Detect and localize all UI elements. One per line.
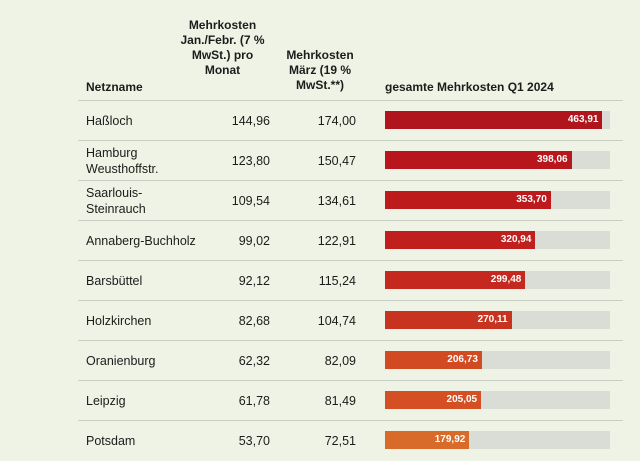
- cost-jan-feb: 99,02: [238, 234, 270, 248]
- bar: 398,06: [385, 151, 572, 169]
- cost-jan-feb: 92,12: [238, 274, 270, 288]
- cost-jan-feb: 61,78: [238, 394, 270, 408]
- bar-label: 206,73: [447, 354, 478, 365]
- table-row: Holzkirchen 82,68 104,74 270,11: [78, 300, 623, 341]
- table-row: Leipzig 61,78 81,49 205,05: [78, 380, 623, 421]
- cost-jan-feb: 109,54: [231, 194, 270, 208]
- bar-track: 398,06: [385, 151, 610, 169]
- net-name: Holzkirchen: [86, 314, 152, 328]
- net-name: Saarlouis-Steinrauch: [86, 186, 146, 216]
- bar-track: 299,48: [385, 271, 610, 289]
- cost-maerz: 81,49: [324, 394, 356, 408]
- cost-jan-feb: 144,96: [231, 114, 270, 128]
- net-name: Haßloch: [86, 114, 133, 128]
- bar-label: 463,91: [567, 114, 599, 125]
- bar-label: 353,70: [516, 194, 547, 205]
- bar-track: 270,11: [385, 311, 610, 329]
- cost-maerz: 150,47: [317, 154, 356, 168]
- column-header: Mehrkosten März (19 % MwSt.**): [286, 48, 354, 92]
- bar: 206,73: [385, 351, 482, 369]
- bar-label: 270,11: [477, 314, 508, 325]
- bar: 179,92: [385, 431, 470, 449]
- bar: 205,05: [385, 391, 482, 409]
- cost-maerz: 82,09: [324, 354, 356, 368]
- bar: 320,94: [385, 231, 536, 249]
- bar-label: 398,06: [536, 154, 568, 165]
- bar-track: 206,73: [385, 351, 610, 369]
- net-name: Barsbüttel: [86, 274, 143, 288]
- bar-track: 320,94: [385, 231, 610, 249]
- cost-maerz: 115,24: [318, 274, 356, 288]
- cost-maerz: 104,74: [317, 314, 356, 328]
- bar-label: 179,92: [434, 434, 466, 445]
- table-row: Hamburg Weusthoffstr. 123,80 150,47 398,06: [78, 140, 623, 181]
- bar: 270,11: [385, 311, 512, 329]
- column-header: gesamte Mehrkosten Q1 2024: [385, 80, 554, 94]
- cost-jan-feb: 82,68: [238, 314, 270, 328]
- table-row: Barsbüttel 92,12 115,24 299,48: [78, 260, 623, 301]
- cost-jan-feb: 53,70: [238, 434, 270, 448]
- net-name: Potsdam: [86, 434, 136, 448]
- table-row: Annaberg-Buchholz 99,02 122,91 320,94: [78, 220, 623, 261]
- bar: 299,48: [385, 271, 526, 289]
- bar-track: 353,70: [385, 191, 610, 209]
- bar-label: 205,05: [446, 394, 478, 405]
- bar: 353,70: [385, 191, 551, 209]
- column-header: Netzname: [86, 80, 143, 94]
- bar-track: 179,92: [385, 431, 610, 449]
- table-row: Potsdam 53,70 72,51 179,92: [78, 420, 623, 461]
- bar-label: 320,94: [500, 234, 532, 245]
- net-name: Leipzig: [86, 394, 126, 408]
- cost-jan-feb: 62,32: [238, 354, 270, 368]
- cost-jan-feb: 123,80: [231, 154, 270, 168]
- net-name: Annaberg-Buchholz: [86, 234, 196, 248]
- cost-maerz: 134,61: [317, 194, 356, 208]
- cost-maerz: 174,00: [317, 114, 356, 128]
- cost-maerz: 122,91: [317, 234, 356, 248]
- cost-maerz: 72,51: [324, 434, 356, 448]
- bar: 463,91: [385, 111, 603, 129]
- table-row: Haßloch 144,96 174,00 463,91: [78, 100, 623, 141]
- column-header: Mehrkosten Jan./Febr. (7 % MwSt.) pro Mo…: [180, 18, 265, 77]
- table-row: Oranienburg 62,32 82,09 206,73: [78, 340, 623, 381]
- bar-label: 299,48: [490, 274, 522, 285]
- net-name: Oranienburg: [86, 354, 156, 368]
- bar-track: 205,05: [385, 391, 610, 409]
- bar-track: 463,91: [385, 111, 610, 129]
- table-row: Saarlouis-Steinrauch 109,54 134,61 353,70: [78, 180, 623, 221]
- net-name: Hamburg Weusthoffstr.: [86, 146, 159, 176]
